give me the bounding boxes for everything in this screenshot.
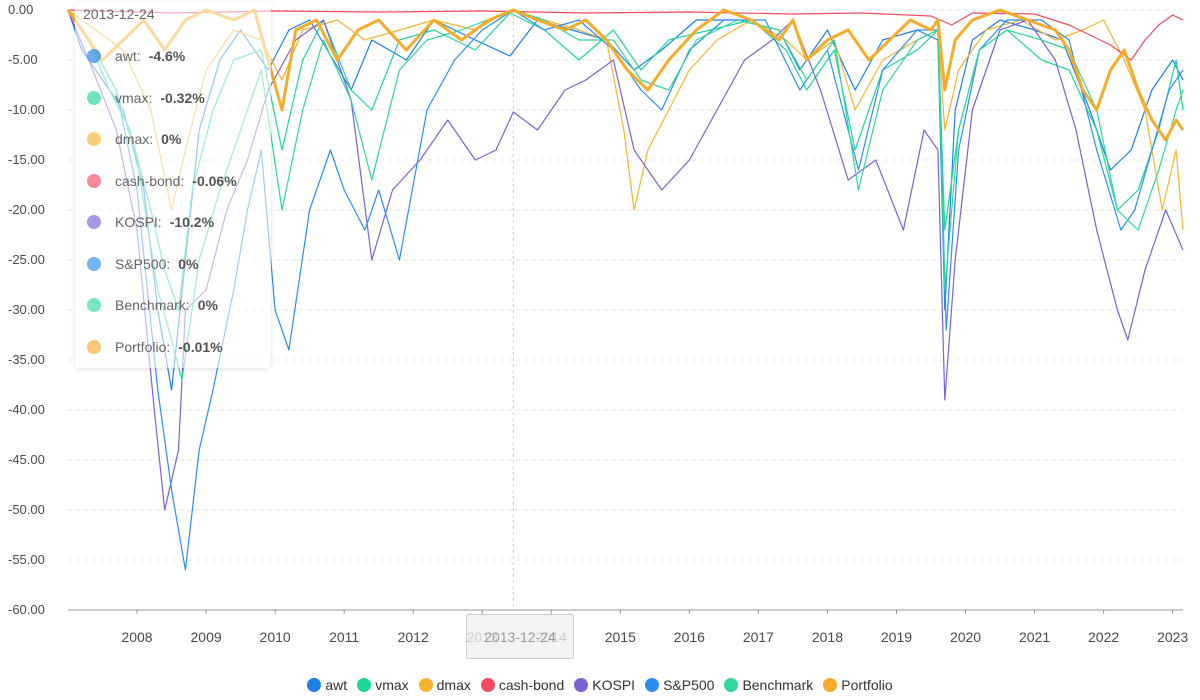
tooltip-date: 2013-12-24 [83,6,155,22]
y-tick-label: -35.00 [8,352,45,367]
legend-dot-icon [724,678,739,692]
tooltip-series-label: vmax: [115,89,153,106]
legend-label: vmax [375,677,409,693]
legend-item-portfolio[interactable]: Portfolio [823,677,893,693]
x-axis-ticks: 2008200920102011201220132014201520162017… [121,610,1188,645]
x-tick-label: 2018 [812,629,843,645]
series-dot-icon [87,49,101,63]
x-tick-label: 2019 [881,629,912,645]
y-tick-label: -50.00 [8,502,45,517]
legend-item-dmax[interactable]: dmax [418,677,471,693]
legend-item-awt[interactable]: awt [307,677,347,693]
axis-pointer-label: 2013-12-24 [466,614,574,659]
legend-dot-icon [645,678,660,692]
series-dot-icon [87,298,101,312]
y-tick-label: -40.00 [8,402,45,417]
y-tick-label: -55.00 [8,552,45,567]
x-tick-label: 2010 [260,629,291,645]
tooltip-series-value: -0.01% [178,338,223,355]
x-tick-label: 2022 [1088,629,1119,645]
series-dot-icon [87,90,101,105]
tooltip-row: dmax: 0% [87,129,181,149]
y-tick-label: -45.00 [8,452,45,467]
y-tick-label: -30.00 [8,302,45,317]
legend-item-benchmark[interactable]: Benchmark [724,677,813,693]
series-dot-icon [87,339,101,354]
tooltip-row: cash-bond: -0.06% [87,171,237,191]
tooltip-series-value: 0% [197,297,218,313]
series-dot-icon [87,173,101,188]
legend-label: Portfolio [841,677,893,693]
tooltip: 2013-12-24 awt: -4.6% vmax: -0.32% dmax: 0% ca… [75,2,271,368]
x-tick-label: 2017 [743,629,774,645]
tooltip-series-label: Portfolio: [115,338,171,355]
tooltip-series-value: -10.2% [169,214,215,230]
legend-dot-icon [823,678,838,692]
x-tick-label: 2008 [121,629,152,645]
legend-item-cash-bond[interactable]: cash-bond [480,677,565,693]
y-tick-label: -20.00 [8,202,45,217]
x-tick-label: 2011 [329,629,359,645]
legend-dot-icon [480,678,495,692]
series-line-s-p500 [67,9,1184,571]
legend-label: awt [325,677,348,693]
y-axis-ticks: 0.00 -5.00 -10.00 -15.00 -20.00 -25.00 -30.00 -… [8,2,45,617]
tooltip-series-label: dmax: [115,131,154,147]
legend-item-kospi[interactable]: KOSPI [574,677,635,693]
y-tick-label: -10.00 [8,102,45,117]
tooltip-series-value: 0% [178,255,199,272]
x-tick-label: 2016 [674,629,705,645]
series-dot-icon [87,132,101,146]
legend-label: dmax [436,677,471,693]
tooltip-series-label: cash-bond: [115,172,185,189]
tooltip-row: Portfolio: -0.01% [87,337,223,357]
tooltip-row: Benchmark: 0% [87,295,218,315]
tooltip-series-label: Benchmark: [115,297,190,313]
tooltip-row: KOSPI: -10.2% [87,212,214,232]
tooltip-series-label: awt: [115,48,141,64]
x-tick-label: 2020 [950,629,981,645]
series-line-cash-bond [67,9,1184,61]
legend-dot-icon [357,678,372,692]
y-tick-label: -5.00 [8,52,38,67]
tooltip-series-value: -4.6% [148,48,186,64]
legend-dot-icon [307,678,322,692]
tooltip-series-label: KOSPI: [115,214,162,230]
x-tick-label: 2015 [605,629,636,645]
legend-dot-icon [418,678,433,692]
series-dot-icon [87,256,101,271]
series-dot-icon [87,215,101,229]
x-tick-label: 2012 [398,629,429,645]
y-tick-label: -25.00 [8,252,45,267]
legend-item-s-p500[interactable]: S&P500 [645,677,714,693]
y-tick-label: -15.00 [8,152,45,167]
tooltip-row: S&P500: 0% [87,254,199,274]
legend-item-vmax[interactable]: vmax [357,677,409,693]
tooltip-series-label: S&P500: [115,255,171,272]
x-tick-label: 2009 [191,629,222,645]
legend-label: Benchmark [742,677,814,693]
legend-label: cash-bond [498,677,565,693]
legend-dot-icon [574,678,589,692]
tooltip-series-value: -0.06% [192,172,237,189]
y-tick-label: 0.00 [8,2,33,17]
tooltip-series-value: 0% [161,131,182,147]
tooltip-row: vmax: -0.32% [87,88,205,108]
tooltip-row: awt: -4.6% [87,46,185,66]
legend-label: S&P500 [663,677,715,693]
x-tick-label: 2021 [1019,629,1050,645]
legend-label: KOSPI [592,677,636,693]
x-tick-label: 2023 [1157,629,1188,645]
y-tick-label: -60.00 [8,602,45,617]
legend: awt vmax dmax cash-bond KOSPI S&P500 Benchmark… [0,675,1200,695]
tooltip-series-value: -0.32% [160,89,205,106]
